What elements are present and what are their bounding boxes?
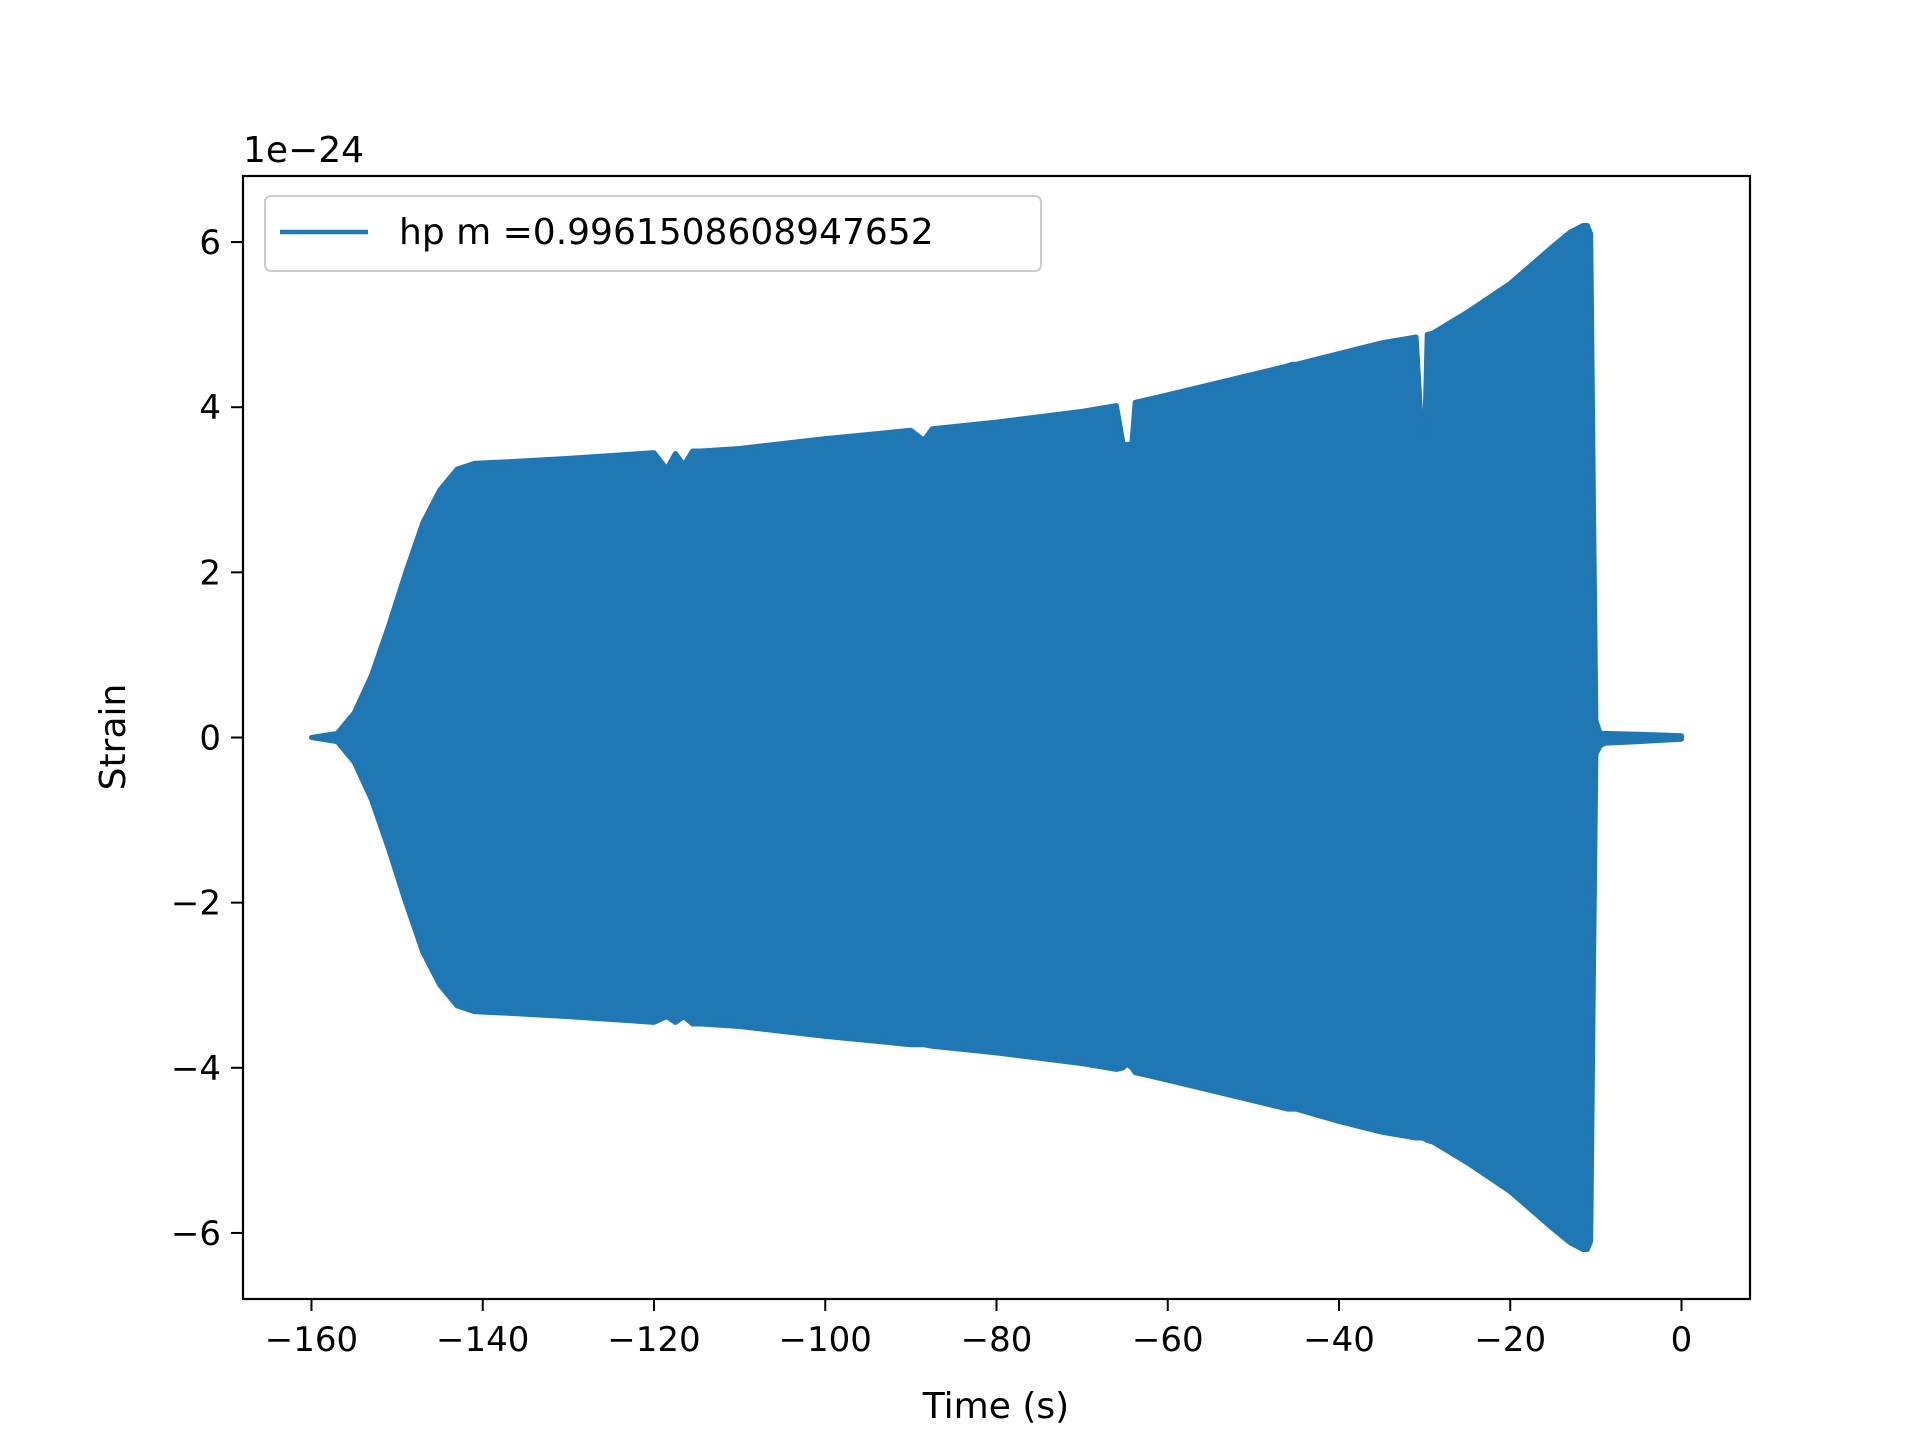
y-tick-label: 6 (199, 223, 221, 263)
x-tick-label: −40 (1303, 1320, 1375, 1360)
legend: hp m =0.9961508608947652 (264, 195, 1042, 272)
x-tick-label: −80 (961, 1320, 1033, 1360)
y-tick-label: −2 (171, 884, 221, 924)
legend-label: hp m =0.9961508608947652 (399, 212, 934, 253)
y-axis-ticks: −6 −4 −2 0 2 4 6 (171, 223, 243, 1254)
x-tick-label: −140 (436, 1320, 529, 1360)
x-axis-label: Time (s) (922, 1386, 1069, 1427)
x-tick-label: 0 (1671, 1320, 1693, 1360)
y-axis-label: Strain (93, 684, 134, 791)
y-tick-label: −4 (171, 1049, 221, 1089)
plot-area (309, 223, 1684, 1252)
y-offset-label: 1e−24 (243, 130, 364, 171)
x-tick-label: −60 (1132, 1320, 1204, 1360)
y-tick-label: −6 (171, 1214, 221, 1254)
legend-box (264, 195, 1042, 272)
x-tick-label: −20 (1474, 1320, 1546, 1360)
x-tick-label: −160 (265, 1320, 358, 1360)
x-axis-ticks: −160 −140 −120 −100 −80 −60 −40 −20 0 (265, 1299, 1693, 1360)
y-tick-label: 2 (199, 553, 221, 593)
x-tick-label: −100 (779, 1320, 872, 1360)
x-tick-label: −120 (607, 1320, 700, 1360)
y-tick-label: 0 (199, 719, 221, 759)
y-tick-label: 4 (199, 388, 221, 428)
strain-waveform-envelope (309, 223, 1684, 1252)
